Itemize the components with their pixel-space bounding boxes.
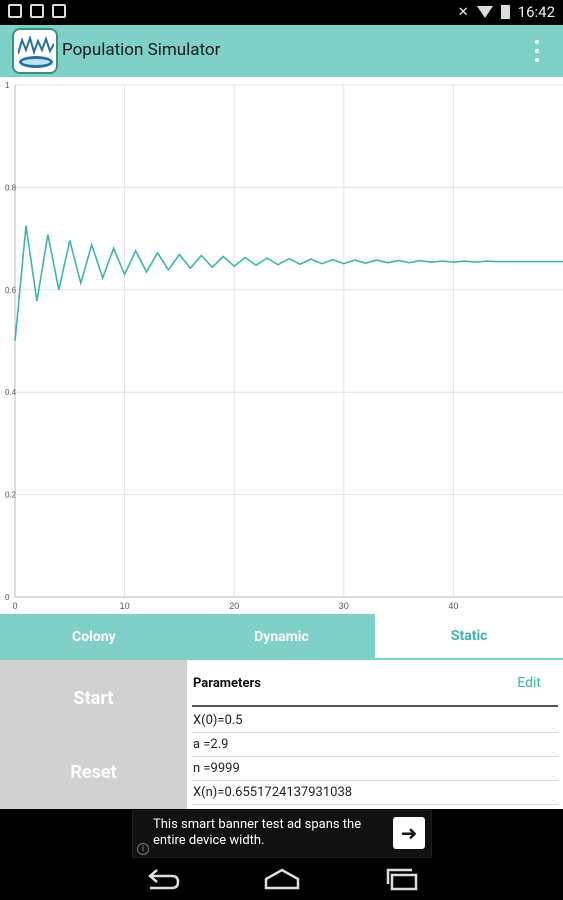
status-bar: ✕ 16:42 <box>0 0 563 25</box>
no-sim-icon: ✕ <box>457 4 469 20</box>
divider <box>192 705 558 707</box>
ad-text: This smart banner test ad spans the enti… <box>153 817 362 848</box>
start-button[interactable]: Start <box>73 687 114 709</box>
param-row-xn: X(n)=0.6551724137931038 <box>192 781 558 805</box>
y-tick-label: 0.8 <box>5 183 17 192</box>
home-icon[interactable] <box>262 866 302 892</box>
app-title: Population Simulator <box>62 40 221 60</box>
ad-bar: i This smart banner test ad spans the en… <box>0 809 563 859</box>
screenshot-icon <box>8 4 22 18</box>
storage-icon <box>52 4 66 18</box>
y-tick-label: 0.4 <box>5 388 17 397</box>
controls-panel: Start Reset <box>0 660 187 809</box>
app-logo-icon <box>12 28 58 74</box>
calendar-icon <box>30 4 44 18</box>
y-tick-label: 0.2 <box>5 491 17 500</box>
ad-banner[interactable]: i This smart banner test ad spans the en… <box>132 810 432 858</box>
battery-icon <box>500 5 510 19</box>
ad-info-icon[interactable]: i <box>137 843 149 855</box>
tab-dynamic[interactable]: Dynamic <box>187 614 376 660</box>
back-icon[interactable] <box>142 866 182 892</box>
x-tick-label: 10 <box>120 601 130 611</box>
edit-button[interactable]: Edit <box>517 675 541 691</box>
x-tick-label: 40 <box>448 601 458 611</box>
x-tick-label: 30 <box>339 601 349 611</box>
chart-svg: 0 10 20 30 40 0 0.2 0.4 0.6 0.8 1 <box>5 81 563 611</box>
clock: 16:42 <box>517 3 555 21</box>
param-row-a: a =2.9 <box>192 733 558 757</box>
tab-static[interactable]: Static <box>375 614 563 660</box>
ad-arrow-icon[interactable]: ➜ <box>393 817 425 849</box>
system-icons: ✕ 16:42 <box>458 3 555 21</box>
param-row-n: n =9999 <box>192 757 558 781</box>
reset-button[interactable]: Reset <box>70 761 117 783</box>
x-tick-label: 20 <box>229 601 239 611</box>
notification-icons <box>8 4 66 18</box>
y-tick-label: 0.6 <box>5 286 17 295</box>
navigation-bar <box>0 859 563 900</box>
recent-apps-icon[interactable] <box>382 866 422 892</box>
y-tick-label: 0 <box>5 593 10 602</box>
population-chart: 0 10 20 30 40 0 0.2 0.4 0.6 0.8 1 <box>0 77 563 614</box>
parameters-header: Parameters <box>193 676 261 691</box>
action-bar: Population Simulator <box>0 25 563 77</box>
parameters-panel: Parameters Edit X(0)=0.5 a =2.9 n =9999 … <box>187 660 563 809</box>
tab-colony[interactable]: Colony <box>0 614 188 660</box>
tab-bar: Colony Dynamic Static <box>0 614 563 660</box>
param-row-x0: X(0)=0.5 <box>192 709 558 733</box>
population-series-line <box>14 225 563 342</box>
overflow-menu-icon[interactable] <box>535 40 541 62</box>
y-tick-label: 1 <box>5 81 10 90</box>
x-tick-label: 0 <box>12 601 17 611</box>
wifi-icon <box>476 6 493 18</box>
